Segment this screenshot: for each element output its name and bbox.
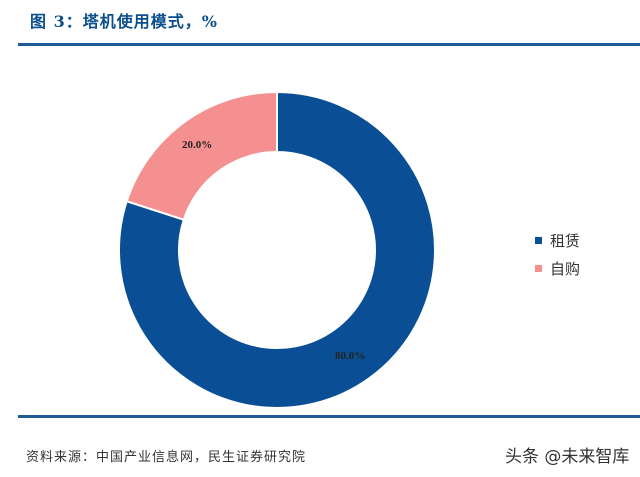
donut-slice-rent	[118, 90, 436, 409]
chart-legend: 租赁 自购	[535, 226, 580, 282]
legend-swatch-self-purchase	[535, 264, 542, 272]
watermark: 头条 @未来智库	[505, 447, 630, 467]
top-divider	[18, 43, 640, 46]
donut-slice-self-purchase	[125, 90, 278, 221]
data-label-rent: 80.0%	[335, 350, 365, 362]
figure-title: 图 3：塔机使用模式，%	[30, 12, 218, 31]
legend-label-self-purchase: 自购	[550, 259, 581, 278]
legend-swatch-rent	[535, 236, 542, 244]
data-label-self-purchase: 20.0%	[182, 139, 212, 151]
bottom-divider	[18, 415, 640, 418]
legend-label-rent: 租赁	[550, 231, 581, 250]
legend-item-rent: 租赁	[535, 226, 580, 254]
legend-item-self-purchase: 自购	[535, 254, 580, 282]
source-note: 资料来源：中国产业信息网，民生证券研究院	[26, 450, 307, 465]
